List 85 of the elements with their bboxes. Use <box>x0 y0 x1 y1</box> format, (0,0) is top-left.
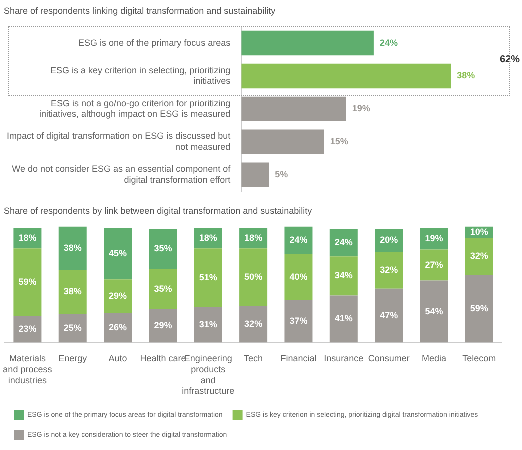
data-label: 18% <box>199 232 218 243</box>
x-tick-label: Financial <box>280 354 317 364</box>
x-tick-label: Media <box>422 354 446 364</box>
data-label: 19% <box>352 104 370 114</box>
data-label: 10% <box>470 227 488 238</box>
data-label: 47% <box>380 310 398 320</box>
data-label: 31% <box>199 319 218 330</box>
x-tick-label: Auto <box>108 354 128 364</box>
text: 62% <box>500 54 520 66</box>
data-label: 38% <box>64 286 82 297</box>
bar <box>242 64 452 89</box>
y-tick-label: ESG is not a go/no-go criterion for prioritizing initiatives, although impact on ESG is measured <box>40 98 231 120</box>
data-label: 19% <box>425 233 444 244</box>
data-label: 18% <box>244 232 263 243</box>
bar <box>240 306 268 343</box>
x-tick-label: Materials and process industries <box>3 354 53 386</box>
bar <box>149 309 178 343</box>
x-tick-label: Health care <box>140 354 186 364</box>
data-label: 35% <box>154 284 172 294</box>
data-label: 37% <box>290 316 308 326</box>
data-label: 24% <box>334 237 353 248</box>
bar <box>242 30 374 56</box>
data-label: 32% <box>470 251 488 262</box>
data-label: 59% <box>470 303 488 314</box>
y-tick-label: ESG is a key criterion in selecting, prioritizing initiatives <box>50 65 232 86</box>
bar <box>284 226 313 254</box>
x-tick-label: Insurance <box>324 354 364 364</box>
data-label: 27% <box>425 260 444 270</box>
data-label: 41% <box>334 314 353 324</box>
bar <box>375 288 404 343</box>
bar <box>149 269 178 310</box>
bar <box>194 307 222 343</box>
bar <box>104 280 132 313</box>
data-label: 18% <box>18 232 37 243</box>
bar <box>284 300 313 343</box>
x-tick-label: Telecom <box>462 354 496 364</box>
data-label: 51% <box>199 272 218 282</box>
bar <box>58 226 87 270</box>
data-label: 34% <box>334 270 353 281</box>
data-label: 38% <box>457 70 476 81</box>
bar <box>14 248 42 316</box>
bar <box>194 248 222 308</box>
y-tick-label: We do not consider ESG as an essential component of digital transformation effort <box>12 164 232 186</box>
data-label: 45% <box>109 248 128 258</box>
bar <box>465 238 494 276</box>
y-tick-label: ESG is one of the primary focus areas <box>78 38 232 48</box>
data-label: 59% <box>18 276 37 287</box>
y-tick-label: Impact of digital transformation on ESG is discussed but not measured <box>7 131 232 152</box>
data-label: 29% <box>109 290 128 301</box>
chart-title: Share of respondents by link between digital transformation and sustainability <box>4 206 313 216</box>
x-tick-label: Consumer <box>368 354 410 364</box>
x-tick-label: Energy <box>58 354 88 364</box>
bar <box>242 96 346 122</box>
bar <box>104 228 132 280</box>
bar <box>420 280 448 343</box>
text: Share of respondents linking digital transformation and sustainability <box>4 6 276 16</box>
bar <box>330 296 358 343</box>
bar <box>375 252 404 289</box>
data-label: 24% <box>290 235 308 246</box>
data-label: 23% <box>18 324 37 334</box>
data-label: 26% <box>109 322 128 332</box>
bar <box>330 229 358 257</box>
data-label: 25% <box>64 322 82 333</box>
bar <box>240 248 268 306</box>
data-label: 29% <box>154 320 172 331</box>
bar <box>420 250 448 281</box>
bar <box>58 270 87 314</box>
bar <box>284 254 313 300</box>
data-label: 54% <box>425 306 444 316</box>
bar <box>242 162 270 188</box>
data-label: 5% <box>275 170 288 180</box>
x-tick-label: Tech <box>244 354 264 364</box>
data-label: 35% <box>154 244 172 254</box>
data-label: 24% <box>380 38 398 48</box>
bar <box>149 229 178 270</box>
data-label: 15% <box>330 136 348 147</box>
bar <box>330 256 358 296</box>
data-label: 32% <box>244 318 263 329</box>
data-label: 38% <box>64 243 82 254</box>
data-label: 50% <box>244 272 263 282</box>
data-label: 40% <box>290 272 308 282</box>
data-label: 32% <box>380 264 398 275</box>
bar <box>242 130 324 155</box>
bar <box>465 275 494 343</box>
data-label: 20% <box>380 235 398 246</box>
